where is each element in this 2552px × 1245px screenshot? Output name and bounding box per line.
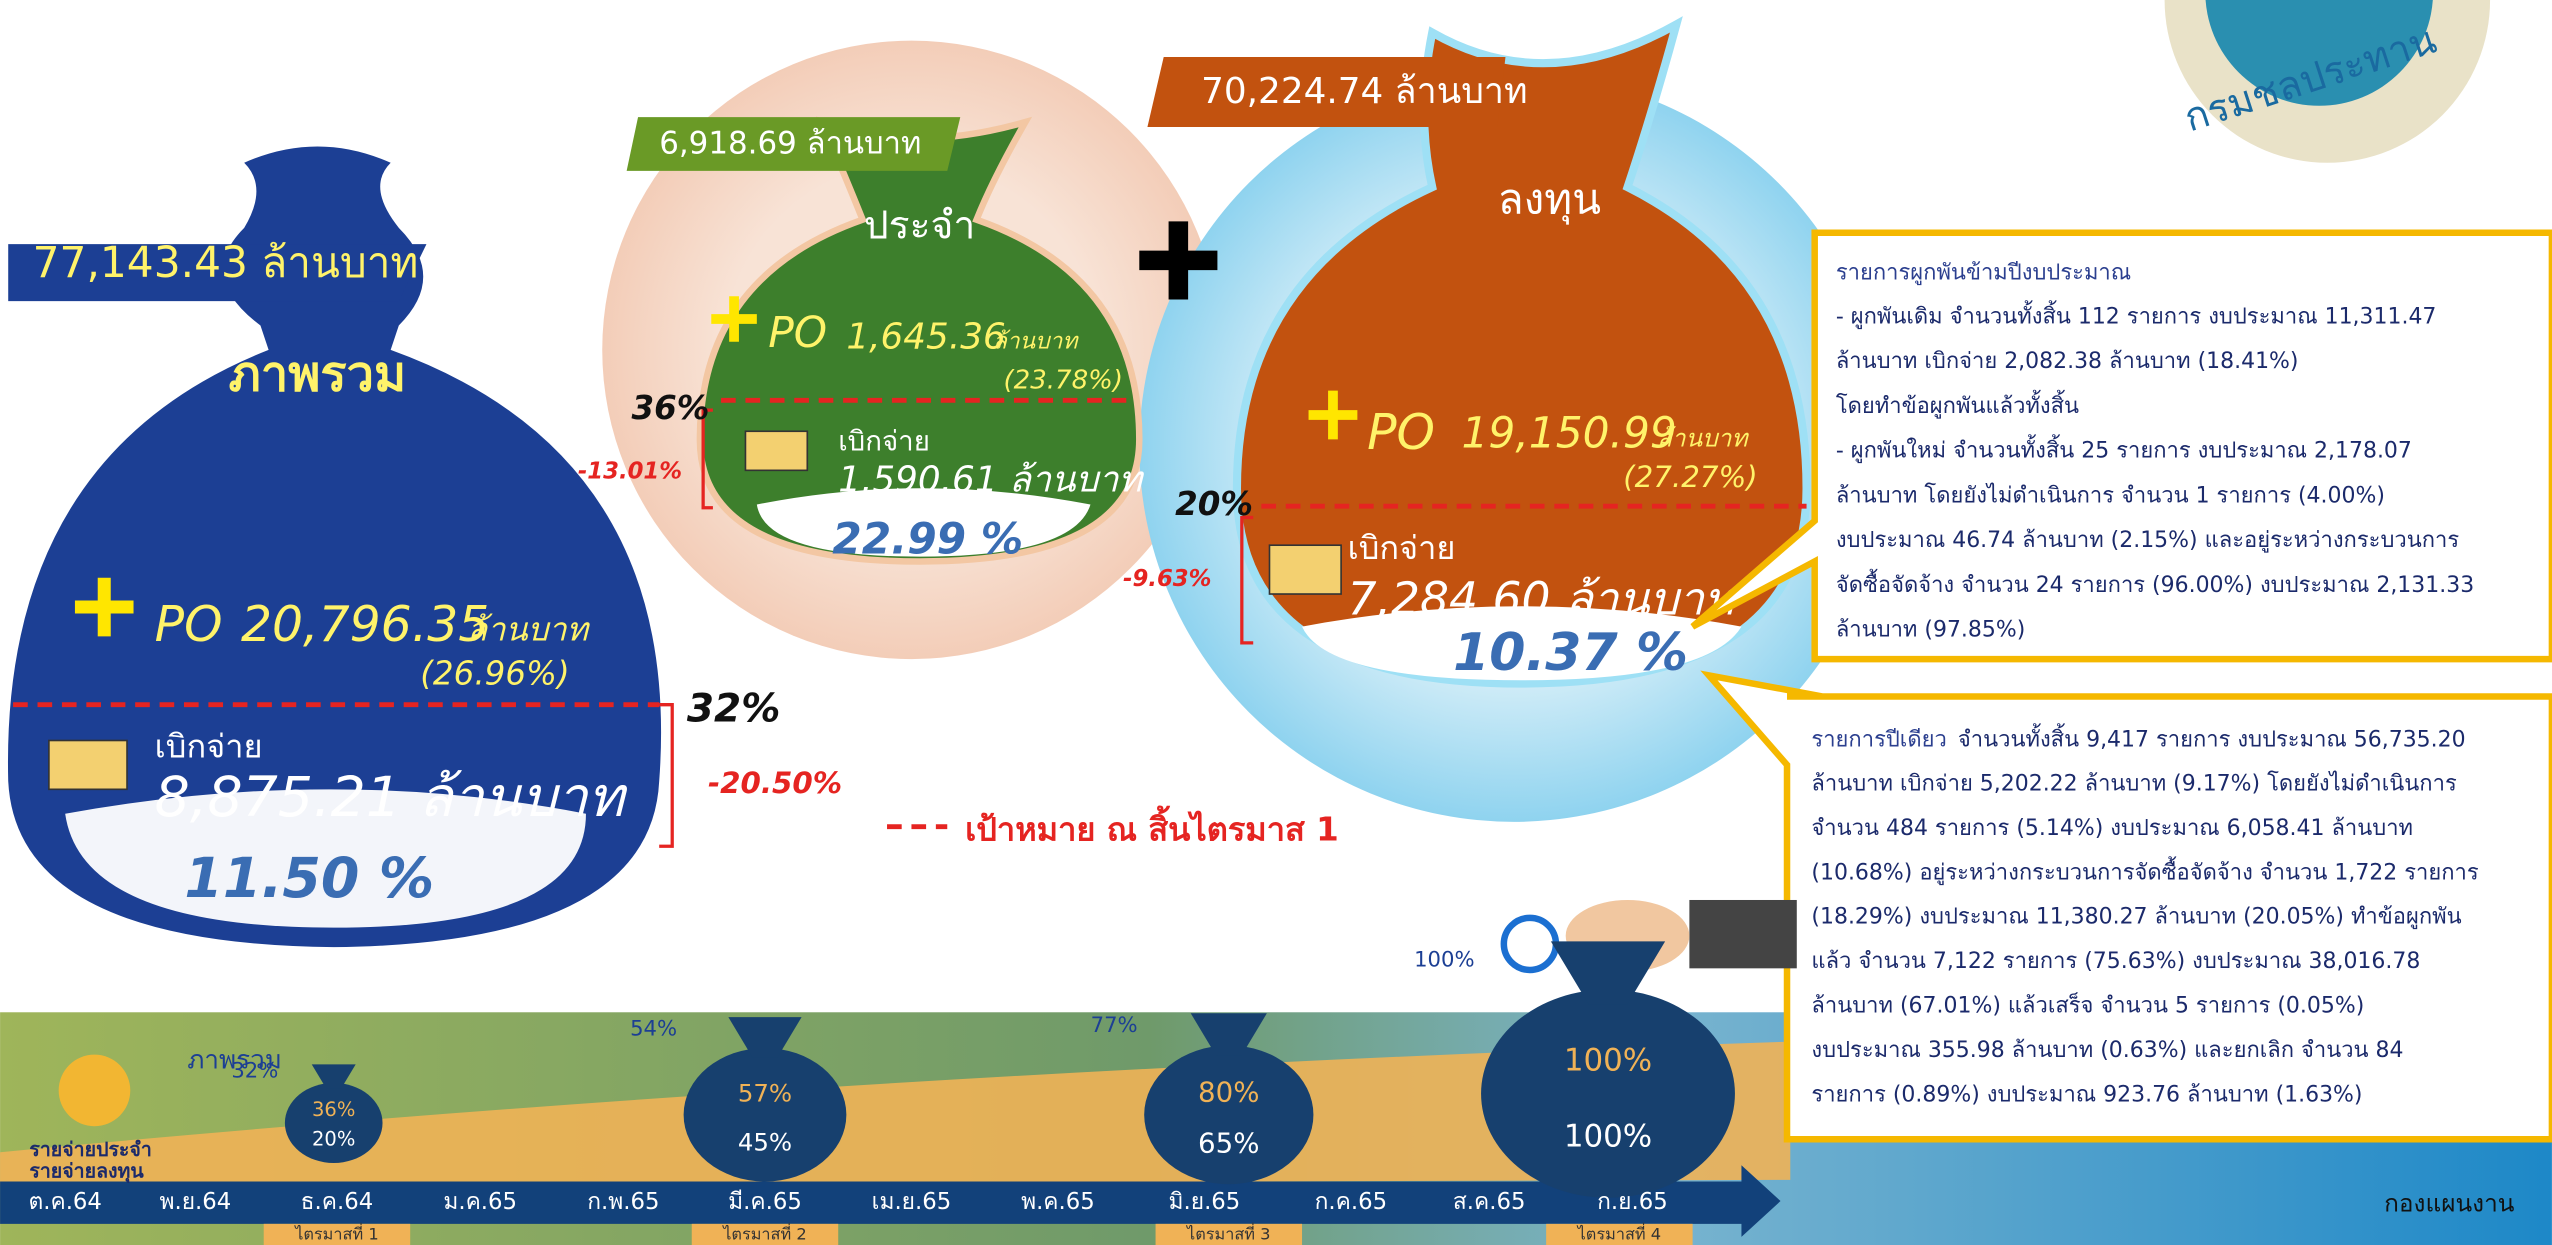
overall-money-icon <box>49 740 127 789</box>
month-label: มี.ค.65 <box>728 1189 802 1215</box>
single-year-first-line: จำนวนทั้งสิ้น 9,417 รายการ งบประมาณ 56,7… <box>1958 723 2466 752</box>
multi-year-line: โดยทำข้อผูกพันแล้วทั้งสิ้น <box>1836 390 2079 419</box>
single-year-line: แล้ว จำนวน 7,122 รายการ (75.63%) งบประมา… <box>1811 949 2420 974</box>
coin-stack <box>59 1055 131 1127</box>
single-year-line: ล้านบาท เบิกจ่าย 5,202.22 ล้านบาท (9.17%… <box>1811 770 2457 796</box>
timeline-overall-target: 77% <box>1091 1012 1138 1037</box>
investment-disbursed-amount: 7,284.60 ล้านบาท <box>1348 573 1737 626</box>
month-label: ก.ย.65 <box>1597 1189 1668 1215</box>
footer: กองแผนงาน <box>2384 1188 2515 1217</box>
month-label: ก.ค.65 <box>1315 1189 1387 1215</box>
regular-money-icon <box>745 431 807 470</box>
single-year-line: จำนวน 484 รายการ (5.14%) งบประมาณ 6,058.… <box>1811 816 2413 841</box>
quarter-label: ไตรมาสที่ 2 <box>721 1223 807 1244</box>
month-label: ม.ค.65 <box>443 1189 517 1215</box>
regular-title: ประจำ <box>864 203 976 248</box>
quarter-label: ไตรมาสที่ 3 <box>1185 1223 1271 1244</box>
investment-gap: -9.63% <box>1123 566 1211 592</box>
single-year-line: งบประมาณ 355.98 ล้านบาท (0.63%) และยกเลิ… <box>1811 1038 2403 1063</box>
regular-po-amount: 1,645.36 <box>846 317 1005 358</box>
multi-year-title: รายการผูกพันข้ามปีงบประมาณ <box>1836 260 2131 285</box>
month-label: ส.ค.65 <box>1453 1189 1526 1215</box>
regular-target: 36% <box>632 389 710 427</box>
investment-disbursed-label: เบิกจ่าย <box>1348 529 1456 567</box>
regular-po-label: PO <box>768 308 827 357</box>
multi-year-line: - ผูกพันใหม่ จำนวนทั้งสิ้น 25 รายการ งบป… <box>1836 435 2412 464</box>
timeline-legend-regular: รายจ่ายประจำ <box>29 1138 151 1161</box>
timeline-regular-target: 36% <box>312 1098 355 1121</box>
overall-target: 32% <box>687 687 780 732</box>
investment-title: ลงทุน <box>1498 174 1601 225</box>
month-label: ต.ค.64 <box>28 1189 101 1215</box>
overall-po-label: PO <box>155 596 223 653</box>
timeline-investment-target: 20% <box>312 1128 355 1151</box>
overall-title: ภาพรวม <box>229 346 407 403</box>
regular-po-percent: (23.78%) <box>1004 365 1124 395</box>
infographic: กรมชลประทาน 77,143.43 ล้านบาท ภาพรวม PO … <box>0 0 2552 1245</box>
quarter-label: ไตรมาสที่ 1 <box>293 1223 379 1244</box>
multi-year-line: ล้านบาท โดยยังไม่ดำเนินการ จำนวน 1 รายกา… <box>1836 482 2385 508</box>
timeline-overall-target: 100% <box>1414 946 1474 971</box>
timeline-regular-target: 80% <box>1198 1076 1259 1109</box>
month-label: พ.ค.65 <box>1021 1189 1095 1215</box>
timeline-bag <box>1144 1045 1313 1184</box>
multi-year-line: ล้านบาท (97.85%) <box>1836 618 2025 643</box>
regular-disbursed-amount: 1,590.61 ล้านบาท <box>838 460 1144 501</box>
timeline-bag <box>684 1048 847 1181</box>
regular-budget: 6,918.69 ล้านบาท <box>659 125 921 161</box>
multi-year-line: จัดซื้อจัดจ้าง จำนวน 24 รายการ (96.00%) … <box>1836 569 2474 598</box>
timeline-bag <box>285 1083 383 1163</box>
overall-budget: 77,143.43 ล้านบาท <box>33 238 419 287</box>
single-year-title: รายการปีเดียว <box>1811 727 1946 752</box>
investment-po-amount: 19,150.99 <box>1462 409 1677 458</box>
overall-po-percent: (26.96%) <box>420 654 569 692</box>
regular-disbursed-label: เบิกจ่าย <box>838 425 930 458</box>
hand-sleeve <box>1689 900 1796 968</box>
overall-disbursed-label: เบิกจ่าย <box>155 728 263 766</box>
investment-po-label: PO <box>1367 404 1435 461</box>
single-year-line: ล้านบาท (67.01%) แล้วเสร็จ จำนวน 5 รายกา… <box>1811 991 2364 1019</box>
regular-po-unit: ล้านบาท <box>993 328 1080 354</box>
overall-po-unit: ล้านบาท <box>467 610 590 648</box>
timeline-investment-target: 45% <box>738 1127 792 1156</box>
investment-target: 20% <box>1175 485 1253 523</box>
investment-money-icon <box>1269 545 1341 594</box>
timeline-legend-investment: รายจ่ายลงทุน <box>29 1159 144 1183</box>
month-label: มิ.ย.65 <box>1168 1189 1240 1215</box>
regular-gap: -13.01% <box>578 458 682 484</box>
legend-label: เป้าหมาย ณ สิ้นไตรมาส 1 <box>965 806 1339 849</box>
month-label: ก.พ.65 <box>587 1189 659 1215</box>
month-label: ธ.ค.64 <box>301 1189 374 1215</box>
overall-po-amount: 20,796.35 <box>241 596 489 653</box>
investment-budget: 70,224.74 ล้านบาท <box>1201 71 1528 112</box>
timeline-investment-target: 65% <box>1198 1126 1259 1159</box>
timeline-bag <box>1481 990 1735 1198</box>
investment-disbursed-percent: 10.37 % <box>1453 623 1688 683</box>
single-year-line: รายการ (0.89%) งบประมาณ 923.76 ล้านบาท (… <box>1811 1082 2362 1107</box>
investment-po-percent: (27.27%) <box>1623 460 1758 494</box>
target-icon <box>1504 918 1556 970</box>
multi-year-line: ล้านบาท เบิกจ่าย 2,082.38 ล้านบาท (18.41… <box>1836 349 2299 374</box>
single-year-line: (10.68%) อยู่ระหว่างกระบวนการจัดซื้อจัดจ… <box>1811 856 2478 885</box>
overall-disbursed-amount: 8,875.21 ล้านบาท <box>155 766 629 830</box>
month-label: เม.ย.65 <box>872 1189 952 1215</box>
multi-year-line: งบประมาณ 46.74 ล้านบาท (2.15%) และอยู่ระ… <box>1836 528 2460 553</box>
overall-gap-bracket <box>659 705 672 847</box>
timeline-overall-target: 32% <box>231 1058 278 1083</box>
timeline-overall-target: 54% <box>630 1015 677 1040</box>
timeline-investment-target: 100% <box>1564 1119 1652 1155</box>
overall-disbursed-percent: 11.50 % <box>184 847 434 911</box>
single-year-line: (18.29%) งบประมาณ 11,380.27 ล้านบาท (20.… <box>1811 905 2461 930</box>
overall-gap: -20.50% <box>708 766 842 800</box>
regular-disbursed-percent: 22.99 % <box>832 514 1023 563</box>
timeline-regular-target: 100% <box>1564 1042 1652 1078</box>
quarter-label: ไตรมาสที่ 4 <box>1576 1223 1662 1244</box>
multi-year-line: - ผูกพันเดิม จำนวนทั้งสิ้น 112 รายการ งบ… <box>1836 300 2437 329</box>
month-label: พ.ย.64 <box>159 1189 231 1215</box>
timeline-regular-target: 57% <box>738 1078 792 1107</box>
investment-po-unit: ล้านบาท <box>1657 423 1750 452</box>
